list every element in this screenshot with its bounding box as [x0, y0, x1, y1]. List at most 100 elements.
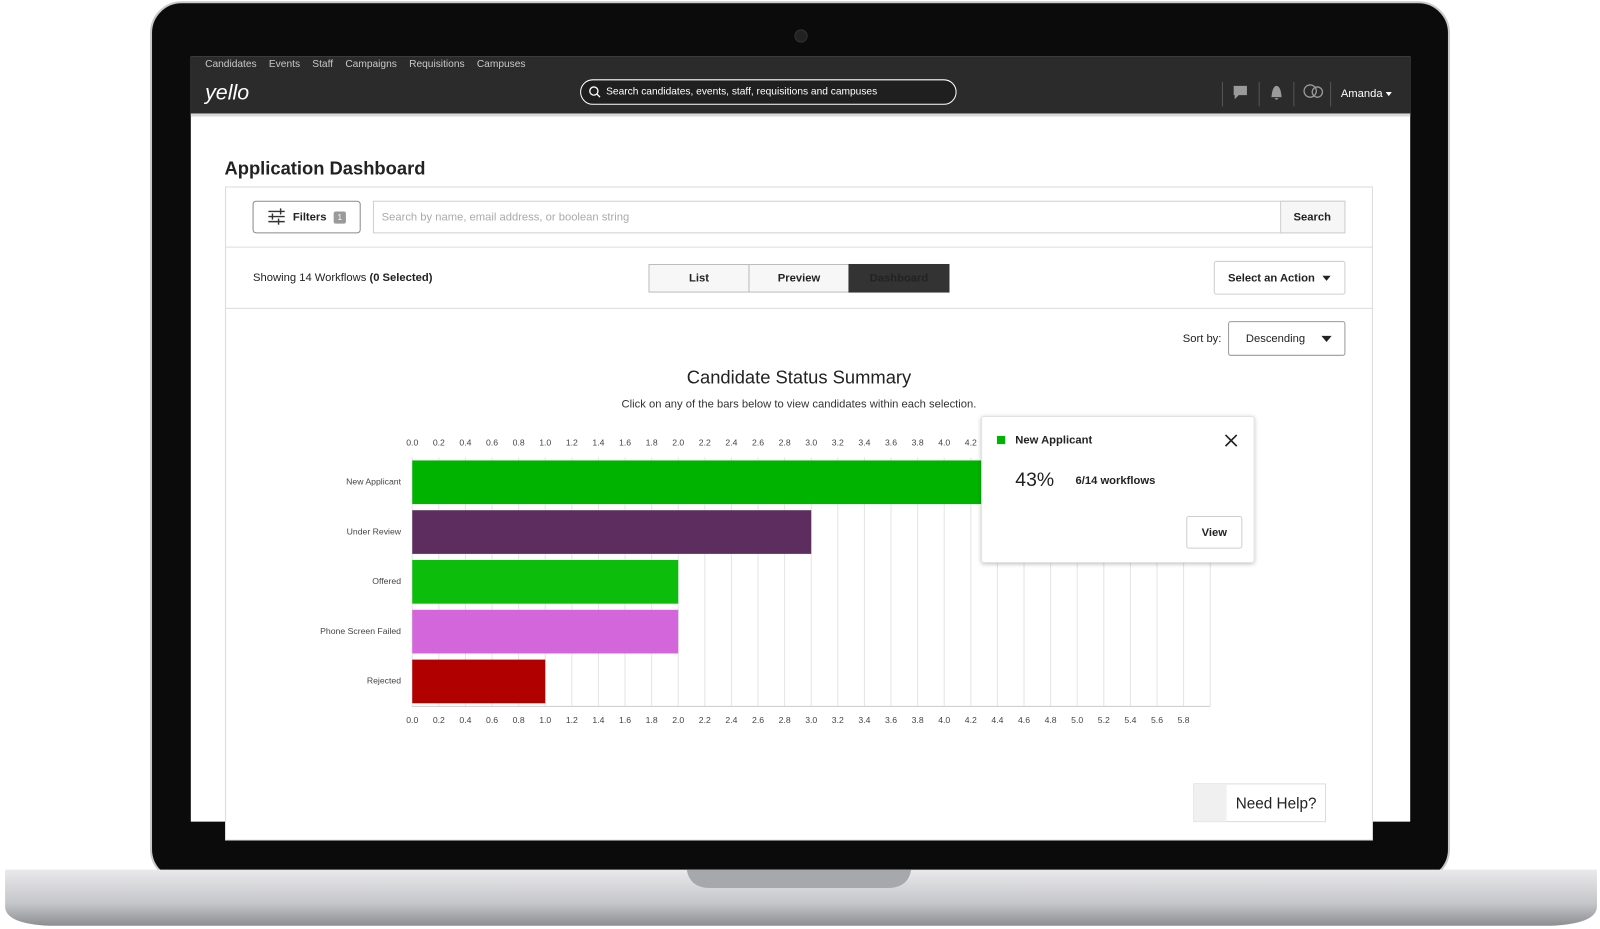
view-tab[interactable]: [648, 263, 750, 293]
y-category-label: New Applicant: [346, 477, 401, 487]
nav-link[interactable]: Staff: [312, 59, 333, 70]
tooltip-percent: 43%: [1015, 469, 1054, 491]
sort-dropdown[interactable]: [1228, 321, 1346, 356]
nav-shadow: [190, 113, 1411, 117]
x-tick-label: 2.4: [725, 437, 737, 447]
search-button-label: Search: [1294, 212, 1332, 224]
tooltip-name: New Applicant: [1015, 434, 1092, 446]
x-tick-label: 1.4: [592, 715, 604, 725]
filters-button[interactable]: [252, 200, 361, 234]
x-tick-label: 5.0: [1071, 715, 1083, 725]
x-tick-label: 0.2: [433, 437, 445, 447]
x-tick-label: 0.0: [406, 437, 418, 447]
x-tick-label: 0.4: [459, 715, 471, 725]
help-widget-icon: [1194, 784, 1227, 822]
sort-caret: [1321, 335, 1332, 343]
x-tick-label: 1.8: [646, 715, 658, 725]
view-tab-label: Dashboard: [870, 273, 929, 285]
page-title: Application Dashboard: [224, 157, 425, 178]
global-search[interactable]: [580, 79, 957, 105]
help-icon: [1311, 86, 1324, 98]
view-tab[interactable]: [848, 263, 950, 293]
y-category-label: Rejected: [367, 676, 401, 686]
x-tick-label: 3.0: [805, 437, 817, 447]
nav-separators: [1221, 81, 1332, 107]
search-button[interactable]: [1280, 200, 1346, 234]
nav-link[interactable]: Campuses: [477, 59, 526, 70]
y-category-label: Phone Screen Failed: [320, 626, 401, 636]
x-tick-label: 3.4: [858, 437, 870, 447]
filters-count-badge: [333, 211, 346, 224]
user-menu[interactable]: Amanda: [1341, 88, 1384, 100]
help-icon[interactable]: [1303, 84, 1317, 98]
nav-link[interactable]: Campaigns: [345, 59, 397, 70]
chart-subtitle: Click on any of the bars below to view c…: [622, 398, 977, 410]
x-tick-label: 0.6: [486, 715, 498, 725]
logo[interactable]: yello: [203, 81, 249, 105]
x-tick-label: 2.2: [699, 715, 711, 725]
candidate-search[interactable]: [372, 200, 1346, 234]
bar[interactable]: [412, 659, 546, 704]
action-dropdown[interactable]: [1213, 260, 1346, 295]
x-tick-label: 4.6: [1018, 715, 1030, 725]
x-tick-label: 0.0: [406, 715, 418, 725]
x-tick-label: 2.0: [672, 715, 684, 725]
x-tick-label: 3.8: [912, 715, 924, 725]
x-tick-label: 0.2: [433, 715, 445, 725]
x-tick-label: 5.6: [1151, 715, 1163, 725]
notifications-icon[interactable]: [1271, 85, 1282, 100]
tooltip-workflows: 6/14 workflows: [1076, 475, 1156, 487]
x-tick-label: 3.6: [885, 437, 897, 447]
x-tick-label: 1.2: [566, 715, 578, 725]
x-tick-label: 3.2: [832, 715, 844, 725]
nav-link[interactable]: Candidates: [205, 59, 257, 70]
x-tick-label: 3.2: [832, 437, 844, 447]
tooltip-swatch: [996, 435, 1006, 445]
showing-text: Showing 14 Workflows: [253, 272, 367, 284]
chart: 0.0 0.0 0.2 0.2 0.4 0.4 0.6 0.6 0.8 0.8 1.0 1.0 1.2 1…: [320, 437, 1211, 725]
action-caret: [1322, 275, 1331, 281]
y-category-label: Under Review: [347, 526, 402, 536]
x-tick-label: 3.8: [912, 437, 924, 447]
x-tick-label: 2.0: [672, 437, 684, 447]
selected-text: (0 Selected): [369, 272, 432, 284]
view-tab-label: Preview: [778, 273, 821, 285]
tooltip-view-button[interactable]: [1186, 516, 1243, 549]
x-tick-label: 3.6: [885, 715, 897, 725]
search-icon: [589, 86, 599, 96]
x-tick-label: 2.2: [699, 437, 711, 447]
tooltip-close[interactable]: [1224, 434, 1238, 447]
filters-count: 1: [338, 213, 343, 222]
bar[interactable]: [412, 560, 679, 604]
x-tick-label: 0.8: [513, 437, 525, 447]
nav-link[interactable]: Requisitions: [409, 59, 464, 70]
y-category-label: Offered: [372, 576, 401, 586]
x-tick-label: 2.6: [752, 715, 764, 725]
filters-icon: [268, 208, 285, 225]
global-search-placeholder: Search candidates, events, staff, requis…: [606, 87, 877, 98]
x-tick-label: 3.4: [858, 715, 870, 725]
help-label: Need Help?: [1236, 795, 1317, 812]
chart-title: Candidate Status Summary: [687, 367, 912, 388]
x-tick-label: 2.8: [779, 437, 791, 447]
sort-label: Sort by:: [1183, 333, 1222, 345]
x-tick-label: 2.4: [725, 715, 737, 725]
x-tick-label: 4.0: [938, 437, 950, 447]
laptop-base: [5, 869, 1597, 926]
bar[interactable]: [412, 510, 812, 554]
filters-label: Filters: [293, 212, 327, 224]
x-tick-label: 1.0: [539, 715, 551, 725]
x-tick-label: 2.8: [779, 715, 791, 725]
x-tick-label: 4.8: [1045, 715, 1057, 725]
x-tick-label: 1.0: [539, 437, 551, 447]
x-tick-label: 3.0: [805, 715, 817, 725]
messages-icon[interactable]: [1233, 85, 1247, 100]
laptop-notch: [686, 869, 912, 888]
x-tick-label: 4.2: [965, 437, 977, 447]
search-icon: [596, 93, 601, 98]
bar[interactable]: [412, 609, 679, 654]
nav-link[interactable]: Events: [269, 59, 300, 70]
x-tick-label: 0.8: [513, 715, 525, 725]
x-tick-label: 2.6: [752, 437, 764, 447]
